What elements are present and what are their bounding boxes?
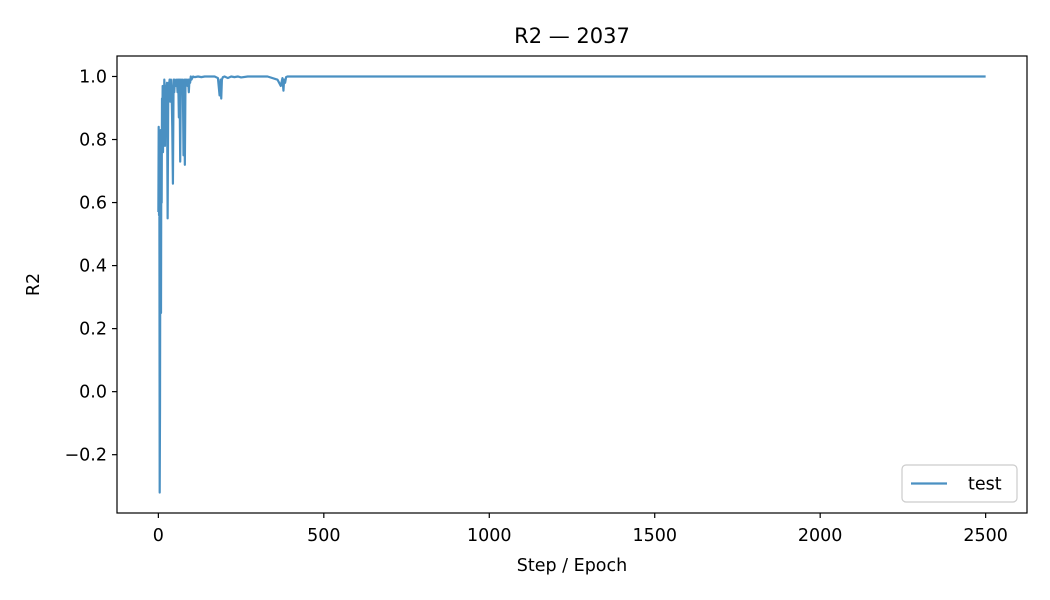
legend-label: test <box>968 475 1002 495</box>
x-tick-label: 2000 <box>798 526 843 546</box>
y-tick-label: 0.0 <box>79 383 107 403</box>
chart-title: R2 — 2037 <box>514 24 630 48</box>
y-tick-label: 0.6 <box>79 194 107 214</box>
plot-area <box>116 55 1028 514</box>
x-axis-ticks: 0 500 1000 1500 2000 2500 <box>153 513 1008 546</box>
x-tick-label: 1500 <box>632 526 677 546</box>
y-tick-label: 0.2 <box>79 320 107 340</box>
y-tick-label: −0.2 <box>65 446 108 466</box>
legend-box <box>901 464 1018 503</box>
x-tick-label: 1000 <box>467 526 512 546</box>
y-tick-label: 1.0 <box>79 67 107 87</box>
x-axis-label: Step / Epoch <box>517 556 627 576</box>
y-axis-label: R2 <box>24 273 44 296</box>
x-tick-label: 0 <box>153 526 164 546</box>
y-axis-ticks: −0.2 0.0 0.2 0.4 0.6 0.8 1.0 <box>65 67 117 466</box>
legend: test <box>901 464 1018 503</box>
axes-frame <box>116 55 1028 514</box>
x-tick-label: 2500 <box>963 526 1008 546</box>
y-tick-label: 0.8 <box>79 131 107 151</box>
x-tick-label: 500 <box>307 526 340 546</box>
y-tick-label: 0.4 <box>79 257 107 277</box>
series-line-test <box>157 75 986 494</box>
